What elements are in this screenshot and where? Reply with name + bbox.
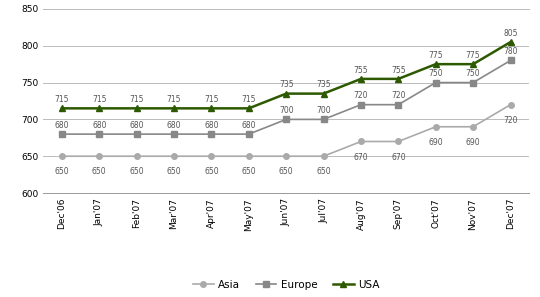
Asia — [433, 125, 439, 129]
Europe — [507, 59, 514, 62]
Text: 775: 775 — [466, 51, 481, 60]
Asia — [283, 154, 289, 158]
Text: 720: 720 — [503, 116, 518, 125]
Text: 720: 720 — [354, 91, 368, 100]
Line: Asia: Asia — [59, 102, 514, 159]
USA — [59, 107, 65, 110]
Europe — [246, 132, 252, 136]
Text: 805: 805 — [503, 29, 518, 38]
Text: 650: 650 — [167, 167, 181, 176]
Asia — [507, 103, 514, 106]
USA — [357, 77, 364, 81]
Text: 715: 715 — [241, 95, 256, 104]
Text: 650: 650 — [241, 167, 256, 176]
Line: Europe: Europe — [59, 58, 514, 137]
Text: 680: 680 — [55, 121, 69, 130]
Text: 750: 750 — [428, 69, 443, 78]
Europe — [208, 132, 215, 136]
Text: 650: 650 — [316, 167, 331, 176]
USA — [283, 92, 289, 95]
Europe — [283, 118, 289, 121]
USA — [96, 107, 103, 110]
USA — [246, 107, 252, 110]
Europe — [470, 81, 476, 84]
Text: 720: 720 — [391, 91, 406, 100]
Text: 775: 775 — [428, 51, 443, 60]
Text: 680: 680 — [241, 121, 256, 130]
Text: 700: 700 — [316, 106, 331, 115]
Text: 735: 735 — [316, 80, 331, 89]
Europe — [96, 132, 103, 136]
Text: 650: 650 — [279, 167, 294, 176]
USA — [507, 40, 514, 44]
Europe — [171, 132, 177, 136]
Asia — [395, 140, 402, 143]
Europe — [357, 103, 364, 106]
Line: USA: USA — [58, 39, 514, 112]
Text: 780: 780 — [503, 47, 518, 56]
Legend: Asia, Europe, USA: Asia, Europe, USA — [189, 276, 383, 294]
Europe — [320, 118, 327, 121]
Text: 670: 670 — [391, 153, 406, 162]
Text: 715: 715 — [204, 95, 219, 104]
Asia — [208, 154, 215, 158]
USA — [208, 107, 215, 110]
USA — [395, 77, 402, 81]
Europe — [433, 81, 439, 84]
Text: 755: 755 — [391, 66, 406, 75]
Text: 715: 715 — [55, 95, 69, 104]
Text: 680: 680 — [204, 121, 219, 130]
Asia — [246, 154, 252, 158]
USA — [133, 107, 140, 110]
Text: 750: 750 — [466, 69, 481, 78]
Text: 715: 715 — [167, 95, 181, 104]
USA — [470, 62, 476, 66]
Text: 715: 715 — [130, 95, 144, 104]
Text: 690: 690 — [428, 138, 443, 147]
Text: 670: 670 — [354, 153, 368, 162]
Text: 680: 680 — [92, 121, 106, 130]
Europe — [59, 132, 65, 136]
USA — [171, 107, 177, 110]
Asia — [59, 154, 65, 158]
Text: 650: 650 — [55, 167, 69, 176]
Europe — [395, 103, 402, 106]
Europe — [133, 132, 140, 136]
Asia — [470, 125, 476, 129]
Text: 755: 755 — [354, 66, 368, 75]
Text: 680: 680 — [130, 121, 144, 130]
Text: 650: 650 — [204, 167, 219, 176]
Text: 735: 735 — [279, 80, 294, 89]
Asia — [357, 140, 364, 143]
Asia — [96, 154, 103, 158]
Text: 690: 690 — [466, 138, 481, 147]
Text: 700: 700 — [279, 106, 294, 115]
Text: 650: 650 — [130, 167, 144, 176]
Text: 680: 680 — [167, 121, 181, 130]
Text: 650: 650 — [92, 167, 106, 176]
USA — [433, 62, 439, 66]
Asia — [133, 154, 140, 158]
Asia — [171, 154, 177, 158]
USA — [320, 92, 327, 95]
Text: 715: 715 — [92, 95, 106, 104]
Asia — [320, 154, 327, 158]
